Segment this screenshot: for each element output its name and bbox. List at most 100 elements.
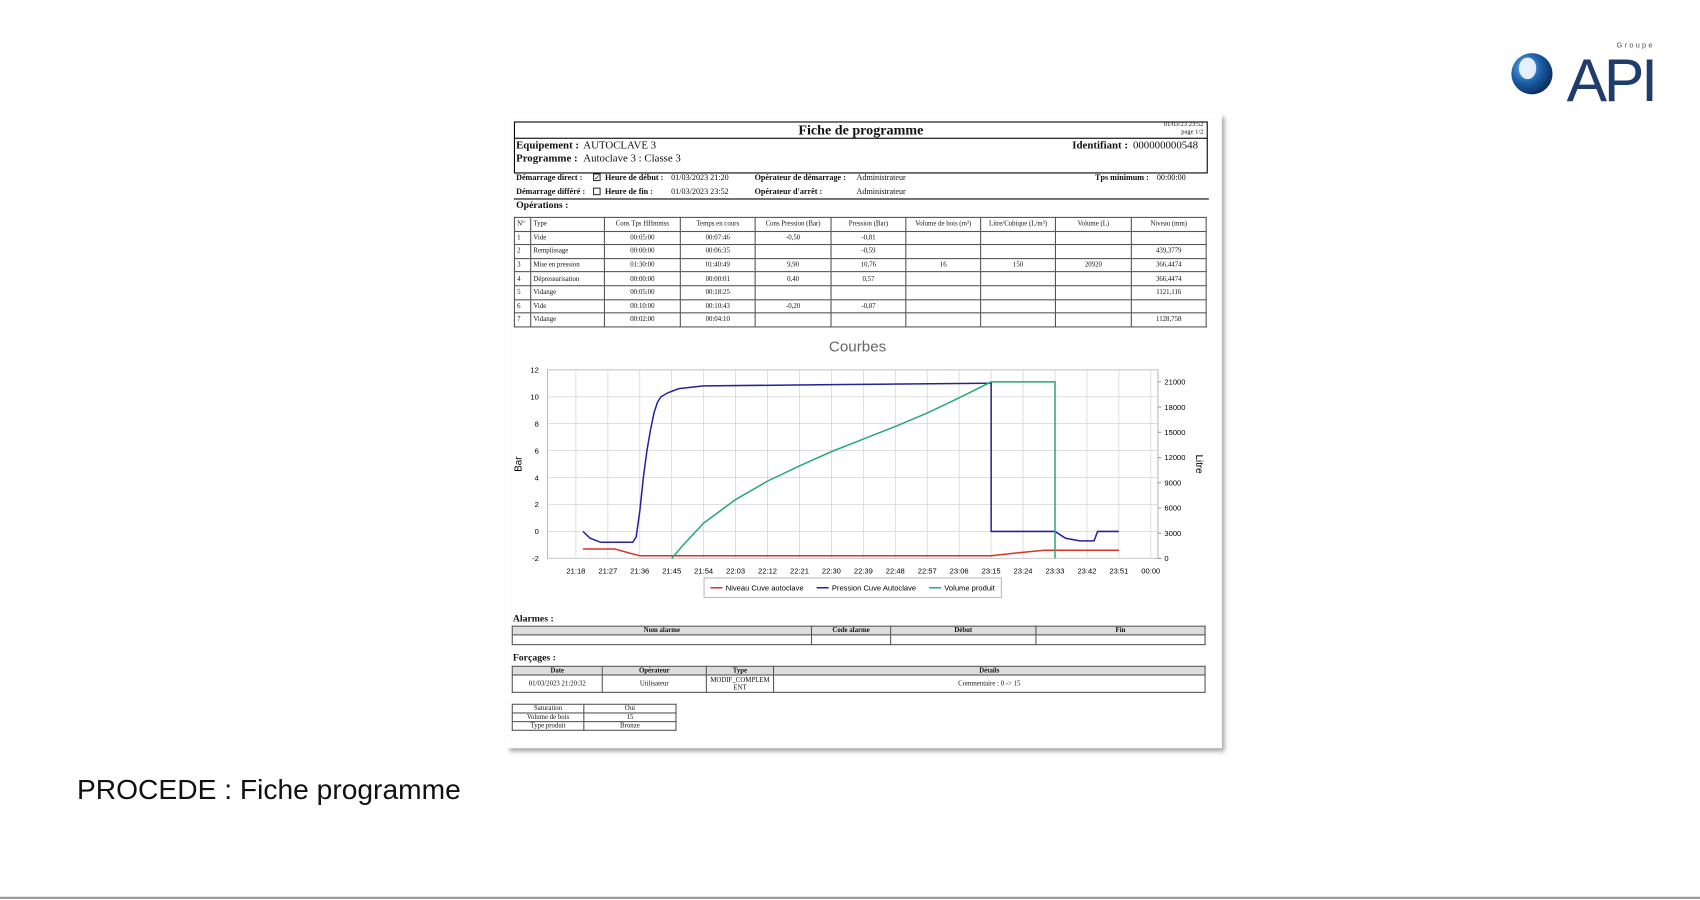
table-cell (980, 285, 1056, 300)
table-cell (980, 312, 1056, 328)
legend: Niveau Cuve autoclave Pression Cuve Autoc… (703, 577, 1002, 599)
table-cell: Remplissage (530, 244, 605, 259)
table-row: Type produit Bronze (511, 721, 677, 731)
series-line (671, 381, 1056, 559)
table-cell: 4 (513, 271, 532, 287)
table-cell: 5 (513, 285, 532, 300)
column-header: Volume (L) (1054, 216, 1132, 232)
table-cell: Vide (530, 298, 605, 314)
y2-tick-label: 15000 (1164, 428, 1185, 437)
table-row: 1 Vide 00:05:00 00:07:46 -0,50 -0,81 (513, 230, 1207, 246)
field-value: 000000000548 (1132, 139, 1199, 152)
x-tick-label: 23:51 (1109, 567, 1128, 576)
table-cell: 00:07:46 (679, 230, 756, 246)
table-cell (511, 634, 813, 646)
table-cell (830, 312, 907, 328)
table-cell: 00:05:00 (603, 230, 681, 246)
table-cell (980, 298, 1056, 314)
column-header: Temps en cours (679, 216, 756, 232)
summary-table: Saturation Oui Volume de bois 15 Type produi… (511, 703, 677, 731)
table-cell: Volume de bois (511, 712, 585, 723)
table-row: 6 Vide 00:10:00 00:10:43 -0,20 -0,87 (513, 298, 1207, 314)
field-label: Heure de fin : (604, 186, 653, 197)
field-value: AUTOCLAVE 3 (583, 139, 657, 152)
x-tick-label: 21:18 (566, 567, 585, 576)
table-row: 3 Mise en pression 01:30:00 01:40:49 9,90 10,… (513, 257, 1207, 273)
table-cell (980, 244, 1056, 259)
section-title: Alarmes : (512, 612, 554, 624)
table-cell: 00:00:01 (679, 271, 756, 287)
y2-axis-label: Litre (1193, 455, 1204, 474)
column-header: Type (705, 665, 775, 676)
series-line (582, 548, 1119, 557)
table-cell: 10,76 (830, 257, 907, 273)
field-label: Identifiant : (1072, 139, 1128, 152)
table-cell: 01:40:49 (679, 257, 756, 273)
x-tick-label: 23:24 (1014, 567, 1033, 576)
table-cell: 00:10:00 (603, 298, 681, 314)
table-cell: Vidange (530, 285, 605, 300)
column-header: Type (530, 216, 605, 232)
header-row: Date Opérateur Type Détails (511, 665, 1206, 676)
section-title: Forçages : (512, 651, 556, 663)
table-cell: Dépressurisation (530, 271, 605, 287)
x-tick-label: 22:30 (822, 567, 841, 576)
legend-label: Pression Cuve Autoclave (832, 583, 916, 592)
logo-highlight (1518, 57, 1537, 80)
table-cell (905, 230, 982, 246)
y2-tick-label: 18000 (1164, 403, 1185, 412)
field-label: Programme : (516, 152, 578, 165)
y-tick-label: 2 (535, 500, 539, 509)
table-cell: 366,4474 (1130, 257, 1207, 273)
column-header: Date (511, 665, 603, 676)
table-cell (1054, 271, 1132, 287)
table-cell (1130, 298, 1207, 314)
y2-tick-label: 6000 (1164, 504, 1181, 513)
table-cell: 00:04:10 (679, 312, 756, 328)
table-cell: 00:00:00 (603, 244, 681, 259)
timestamp: 01/03/23 23:52 (1163, 121, 1204, 128)
field-value: 01/03/2023 21:20 (671, 172, 729, 183)
column-header: N° (513, 216, 532, 232)
column-header: Détails (773, 665, 1206, 676)
table-cell: Utilisateur (601, 674, 707, 693)
table-cell: Mise en pression (530, 257, 605, 273)
report-title: Fiche de programme (798, 121, 924, 138)
section-title: Opérations : (516, 199, 569, 211)
page-number: page 1/2 (1181, 129, 1204, 136)
field-label: Tps minimum : (1095, 172, 1149, 183)
x-tick-label: 21:36 (630, 567, 649, 576)
x-tick-label: 22:39 (854, 567, 873, 576)
table-cell: -0,81 (830, 230, 907, 246)
table-cell: 00:06:35 (679, 244, 756, 259)
logo: Groupe API (1511, 41, 1658, 106)
chart: Courbes Bar Litre -2 0 2 4 6 8 10 12 0 3000 6000 90… (513, 338, 1204, 599)
y-axis-label: Bar (513, 456, 524, 472)
x-tick-label: 23:15 (982, 567, 1001, 576)
table-cell (754, 285, 832, 300)
table-cell (905, 312, 982, 328)
chart-title: Courbes (829, 338, 887, 355)
table-cell (754, 312, 832, 328)
x-tick-label: 00:00 (1141, 567, 1160, 576)
table-cell: Vidange (530, 312, 605, 328)
y-tick-label: 8 (535, 419, 539, 428)
table-cell: 16 (905, 257, 982, 273)
table-cell: 1 (513, 230, 532, 246)
operations-table: N° Type Cons Tps HHmmss Temps en cours Cons … (513, 216, 1207, 328)
table-cell (905, 271, 982, 287)
table-row: 2 Remplissage 00:00:00 00:06:35 -0,59 439,377… (513, 244, 1207, 259)
y-tick-label: 6 (535, 446, 539, 455)
y-tick-label: 12 (530, 365, 538, 374)
table-cell (1130, 230, 1207, 246)
field-value: 01/03/2023 23:52 (671, 186, 729, 197)
y2-tick-label: 21000 (1164, 378, 1185, 387)
y2-tick-label: 12000 (1164, 453, 1185, 462)
table-cell: Commentaire : 0 -> 15 (773, 674, 1206, 693)
table-cell: 2 (513, 244, 532, 259)
field-value: 00:00:00 (1156, 172, 1186, 183)
table-cell (810, 634, 892, 646)
table-cell: MODIF_COMPLEMENT (705, 674, 775, 693)
x-tick-label: 22:57 (918, 567, 937, 576)
header-rule (513, 137, 1208, 139)
